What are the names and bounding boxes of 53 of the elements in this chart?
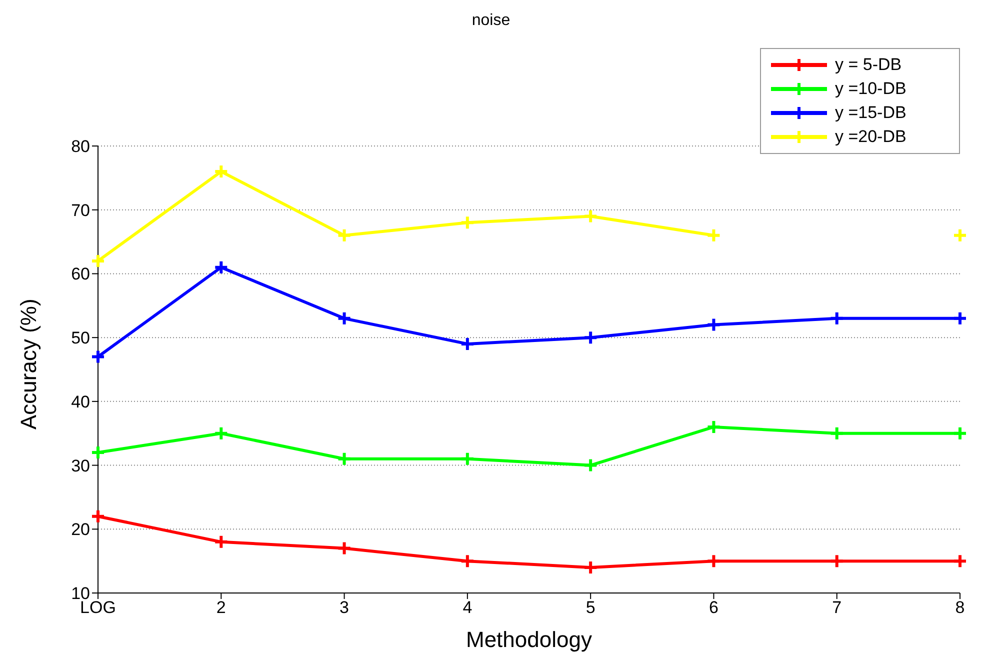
point	[706, 419, 722, 434]
point	[90, 349, 106, 364]
legend-label: y =15-DB	[835, 103, 906, 123]
point	[583, 330, 598, 346]
x-tick-label: 6	[708, 598, 718, 618]
x-tick-label: 2	[216, 598, 226, 618]
y-tick-label: 80	[71, 137, 90, 156]
point	[90, 253, 106, 268]
point	[336, 228, 352, 243]
point	[214, 426, 229, 441]
point	[214, 164, 229, 180]
point	[214, 260, 229, 275]
chart-title: noise	[470, 12, 512, 30]
x-tick-label: 7	[832, 598, 842, 618]
point	[829, 426, 844, 441]
point	[336, 540, 352, 556]
x-tick-label: 3	[340, 598, 350, 618]
point	[460, 336, 475, 352]
point	[706, 317, 722, 332]
point	[583, 208, 598, 224]
point	[829, 554, 844, 569]
point	[952, 310, 968, 326]
legend-label: y =10-DB	[835, 79, 906, 99]
point	[829, 310, 844, 326]
point	[583, 560, 598, 575]
point	[90, 508, 106, 524]
y-tick-label: 60	[71, 264, 90, 284]
y-axis-title: Accuracy (%)	[16, 298, 41, 430]
point	[460, 215, 475, 230]
y-tick-label: 50	[71, 328, 90, 348]
point	[336, 310, 352, 326]
y-tick-label: 70	[71, 200, 90, 220]
point	[706, 228, 722, 243]
x-axis-title: Methodology	[466, 627, 592, 652]
legend-label: y =20-DB	[835, 127, 906, 147]
point	[952, 228, 968, 243]
point	[336, 451, 352, 466]
point	[214, 534, 229, 550]
point	[706, 554, 722, 569]
point	[90, 445, 106, 460]
x-tick-label: 4	[462, 598, 472, 618]
y-tick-label: 30	[71, 456, 90, 476]
point	[952, 426, 968, 441]
legend-label: y = 5-DB	[835, 55, 902, 75]
y-tick-label: 20	[71, 520, 90, 540]
point	[583, 458, 598, 473]
point	[952, 554, 968, 569]
x-tick-label: 8	[955, 598, 965, 618]
point	[460, 451, 475, 466]
y-tick-label: 40	[71, 392, 90, 412]
point	[460, 554, 475, 569]
x-tick-label: 5	[586, 598, 596, 618]
x-tick-label: LOG	[80, 598, 116, 618]
